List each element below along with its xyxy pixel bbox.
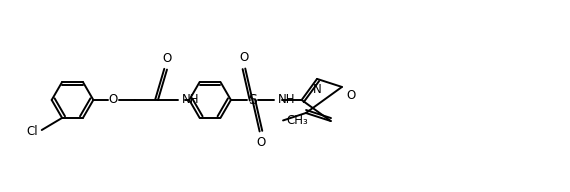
Text: Cl: Cl <box>26 125 38 138</box>
Text: CH₃: CH₃ <box>286 114 308 127</box>
Text: O: O <box>256 136 265 149</box>
Text: N: N <box>313 83 321 96</box>
Text: O: O <box>239 51 249 64</box>
Text: NH: NH <box>181 94 199 107</box>
Text: O: O <box>162 52 172 65</box>
Text: O: O <box>346 89 355 102</box>
Text: S: S <box>248 93 257 107</box>
Text: NH: NH <box>278 94 295 107</box>
Text: O: O <box>108 94 118 107</box>
